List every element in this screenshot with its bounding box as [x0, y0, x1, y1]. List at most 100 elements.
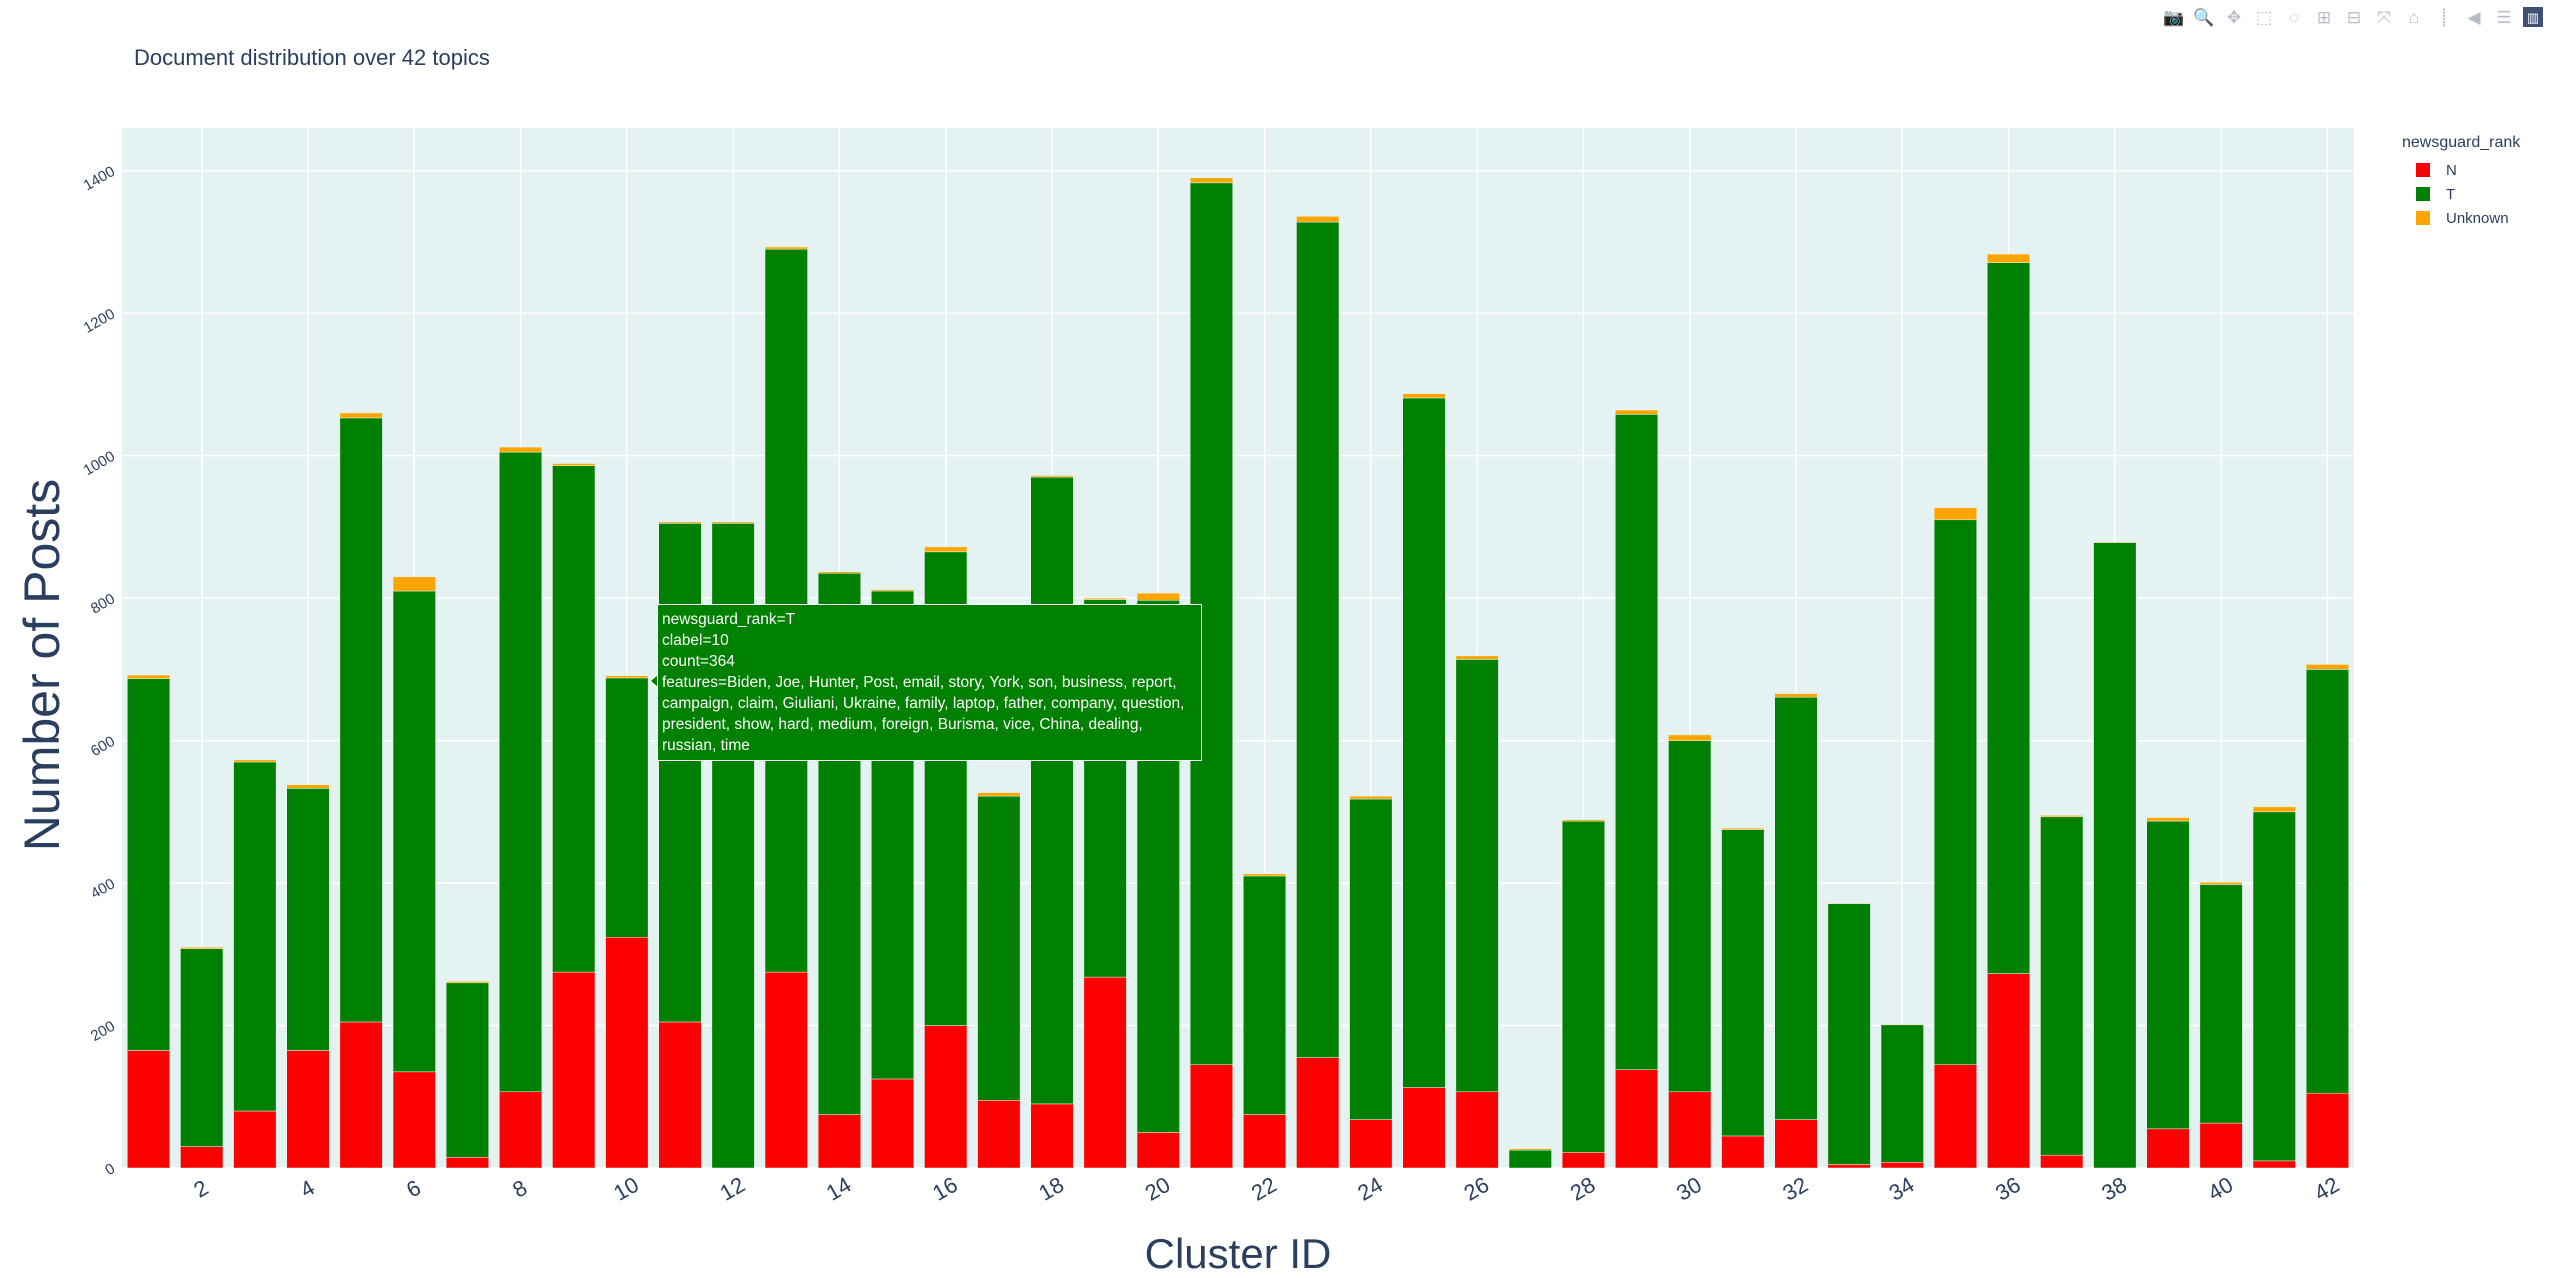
bar-segment-t-23[interactable]: [1296, 221, 1340, 1058]
bar-segment-n-20[interactable]: [1136, 1132, 1180, 1169]
legend-item-n[interactable]: N: [2402, 158, 2520, 182]
bar-segment-unknown-7[interactable]: [445, 981, 489, 984]
bar-segment-t-40[interactable]: [2199, 884, 2243, 1124]
plotly-logo-icon[interactable]: ▥: [2523, 7, 2543, 27]
bar-segment-n-32[interactable]: [1774, 1119, 1818, 1169]
bar-segment-unknown-42[interactable]: [2305, 664, 2349, 670]
bar-segment-t-5[interactable]: [339, 417, 383, 1023]
bar-segment-unknown-36[interactable]: [1987, 253, 2031, 263]
bar-segment-n-29[interactable]: [1615, 1069, 1659, 1169]
bar-segment-n-36[interactable]: [1987, 973, 2031, 1169]
bar-segment-n-8[interactable]: [499, 1091, 543, 1169]
bar-segment-n-41[interactable]: [2252, 1160, 2296, 1169]
bar-segment-n-14[interactable]: [817, 1114, 861, 1169]
bar-segment-unknown-20[interactable]: [1136, 592, 1180, 601]
bar-segment-unknown-33[interactable]: [1827, 902, 1871, 904]
bar-segment-unknown-35[interactable]: [1933, 507, 1977, 521]
bar-segment-unknown-13[interactable]: [764, 246, 808, 250]
zoom-icon[interactable]: 🔍: [2193, 7, 2215, 27]
bar-segment-unknown-16[interactable]: [924, 546, 968, 553]
legend-item-unknown[interactable]: Unknown: [2402, 206, 2520, 230]
bar-segment-n-7[interactable]: [445, 1157, 489, 1169]
bar-segment-unknown-6[interactable]: [392, 576, 436, 592]
bar-segment-t-39[interactable]: [2146, 820, 2190, 1130]
bar-segment-t-30[interactable]: [1668, 740, 1712, 1093]
bar-segment-n-4[interactable]: [286, 1050, 330, 1169]
bar-segment-unknown-32[interactable]: [1774, 693, 1818, 698]
bar-segment-n-26[interactable]: [1455, 1091, 1499, 1169]
bar-segment-t-25[interactable]: [1402, 397, 1446, 1088]
bar-segment-unknown-4[interactable]: [286, 784, 330, 789]
bar-segment-unknown-1[interactable]: [127, 674, 171, 679]
bar-segment-t-1[interactable]: [127, 678, 171, 1051]
bar-segment-t-38[interactable]: [2093, 542, 2137, 1169]
bar-segment-t-18[interactable]: [1030, 476, 1074, 1105]
bar-segment-n-39[interactable]: [2146, 1128, 2190, 1169]
hover-closest-icon[interactable]: ◀: [2467, 7, 2481, 27]
bar-segment-t-34[interactable]: [1880, 1024, 1924, 1163]
bar-segment-n-37[interactable]: [2040, 1154, 2084, 1169]
hover-compare-icon[interactable]: ☰: [2496, 7, 2512, 27]
bar-segment-t-24[interactable]: [1349, 798, 1393, 1120]
bar-segment-unknown-38[interactable]: [2093, 541, 2137, 543]
bar-segment-t-11[interactable]: [658, 523, 702, 1023]
bar-segment-t-42[interactable]: [2305, 669, 2349, 1094]
bar-segment-unknown-30[interactable]: [1668, 734, 1712, 741]
bar-segment-n-23[interactable]: [1296, 1057, 1340, 1169]
bar-segment-t-37[interactable]: [2040, 816, 2084, 1156]
legend-item-t[interactable]: T: [2402, 182, 2520, 206]
bar-segment-n-18[interactable]: [1030, 1103, 1074, 1169]
spike-lines-icon[interactable]: ⸽: [2441, 7, 2447, 27]
bar-segment-n-2[interactable]: [180, 1146, 224, 1169]
bar-segment-n-17[interactable]: [977, 1100, 1021, 1169]
bar-segment-n-1[interactable]: [127, 1050, 171, 1169]
bar-segment-unknown-28[interactable]: [1561, 819, 1605, 822]
bar-segment-n-10[interactable]: [605, 936, 649, 1169]
bar-segment-n-5[interactable]: [339, 1021, 383, 1169]
bar-segment-unknown-19[interactable]: [1083, 597, 1127, 600]
bar-segment-t-22[interactable]: [1243, 875, 1287, 1115]
bar-segment-unknown-15[interactable]: [871, 589, 915, 592]
bar-segment-n-15[interactable]: [871, 1078, 915, 1169]
bar-segment-t-26[interactable]: [1455, 659, 1499, 1093]
bar-segment-unknown-27[interactable]: [1508, 1148, 1552, 1151]
bar-segment-unknown-5[interactable]: [339, 412, 383, 419]
bar-segment-n-9[interactable]: [552, 971, 596, 1169]
bar-segment-unknown-41[interactable]: [2252, 806, 2296, 813]
bar-segment-t-31[interactable]: [1721, 829, 1765, 1137]
bar-segment-unknown-26[interactable]: [1455, 655, 1499, 660]
bar-segment-n-16[interactable]: [924, 1025, 968, 1169]
bar-segment-unknown-29[interactable]: [1615, 409, 1659, 415]
bar-segment-unknown-10[interactable]: [605, 675, 649, 679]
bar-segment-n-33[interactable]: [1827, 1164, 1871, 1169]
camera-icon[interactable]: 📷: [2163, 7, 2185, 27]
bar-segment-n-40[interactable]: [2199, 1122, 2243, 1169]
bar-segment-t-6[interactable]: [392, 590, 436, 1073]
zoom-in-icon[interactable]: ⊞: [2316, 7, 2332, 27]
bar-segment-unknown-34[interactable]: [1880, 1023, 1924, 1026]
bar-segment-n-21[interactable]: [1189, 1064, 1233, 1169]
bar-segment-n-34[interactable]: [1880, 1162, 1924, 1169]
bar-segment-t-33[interactable]: [1827, 903, 1871, 1165]
bar-segment-t-7[interactable]: [445, 982, 489, 1158]
bar-segment-n-19[interactable]: [1083, 976, 1127, 1169]
bar-segment-n-6[interactable]: [392, 1071, 436, 1169]
bar-segment-n-42[interactable]: [2305, 1092, 2349, 1169]
bar-segment-t-36[interactable]: [1987, 262, 2031, 974]
bar-segment-t-2[interactable]: [180, 948, 224, 1147]
bar-segment-unknown-31[interactable]: [1721, 827, 1765, 830]
bar-segment-unknown-40[interactable]: [2199, 882, 2243, 885]
bar-segment-n-35[interactable]: [1933, 1064, 1977, 1169]
bar-segment-t-28[interactable]: [1561, 820, 1605, 1153]
bar-segment-n-22[interactable]: [1243, 1114, 1287, 1169]
bar-segment-unknown-14[interactable]: [817, 571, 861, 574]
bar-segment-unknown-37[interactable]: [2040, 815, 2084, 818]
bar-segment-n-31[interactable]: [1721, 1135, 1765, 1169]
bar-segment-t-41[interactable]: [2252, 811, 2296, 1162]
bar-segment-n-30[interactable]: [1668, 1091, 1712, 1169]
bar-segment-unknown-25[interactable]: [1402, 393, 1446, 399]
bar-segment-t-10[interactable]: [605, 677, 649, 938]
bar-segment-unknown-24[interactable]: [1349, 795, 1393, 800]
bar-segment-unknown-39[interactable]: [2146, 817, 2190, 822]
